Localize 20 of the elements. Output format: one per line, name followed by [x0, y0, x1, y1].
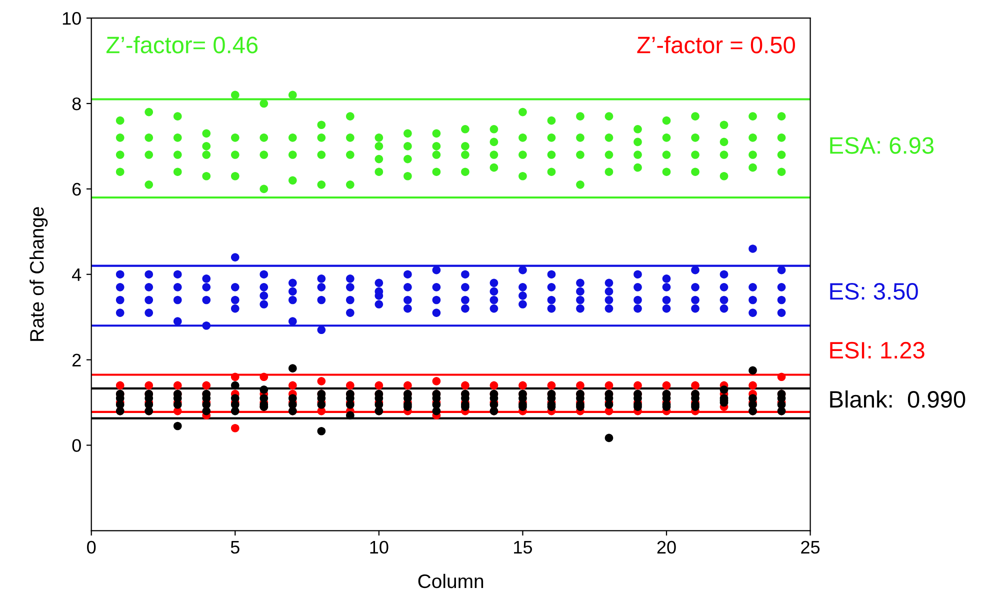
x-tick-label: 0 [87, 540, 96, 554]
y-tick-label: 0 [72, 439, 81, 452]
x-tick-label: 20 [657, 540, 676, 554]
x-tick-label: 25 [801, 540, 820, 554]
annotation: Z’-factor= 0.46 [106, 36, 258, 54]
series-label: ES: 3.50 [830, 283, 918, 300]
x-axis-title: Column [418, 574, 484, 588]
x-tick-label: 5 [230, 541, 240, 554]
series-label: ESA: 6.93 [830, 137, 934, 154]
y-tick-label: 4 [72, 268, 82, 281]
x-tick-label: 10 [370, 540, 388, 554]
y-axis-title: Rate of Change [30, 207, 48, 341]
y-tick-label: 10 [62, 12, 81, 25]
text: ESI: 1.23 [830, 342, 924, 359]
y-tick-label: 8 [72, 97, 81, 110]
y-tick-label: 6 [72, 182, 81, 196]
annotation: Z’-factor = 0.50 [637, 36, 795, 54]
x-tick-label: 15 [514, 541, 532, 554]
y-tick-label: 2 [72, 354, 81, 366]
series-label: Blank: 0.990 [830, 390, 966, 408]
